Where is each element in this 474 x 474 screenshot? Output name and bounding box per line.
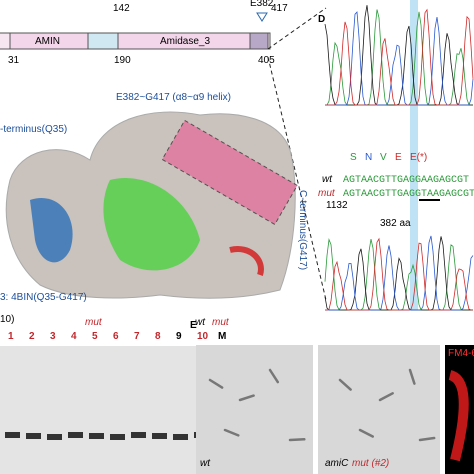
amino-acid: E bbox=[395, 152, 402, 163]
red-patch bbox=[229, 246, 264, 276]
domain-label: AMIN bbox=[35, 36, 60, 47]
gel-panel: 10) mut wt mut 1 2 3 4 5 6 7 8 9 10 M bbox=[0, 314, 232, 474]
band bbox=[47, 434, 62, 440]
image-label: FM4-6 bbox=[448, 348, 474, 359]
helix-label: E382~G417 (α8~α9 helix) bbox=[116, 92, 231, 103]
heading: 10) bbox=[0, 314, 14, 325]
linker bbox=[87, 32, 119, 50]
cell bbox=[358, 428, 374, 438]
lane-label: 9 bbox=[176, 331, 182, 342]
lane-label: 10 bbox=[197, 331, 209, 342]
band bbox=[89, 433, 104, 439]
lane-label: M bbox=[218, 331, 226, 342]
cell bbox=[408, 368, 416, 385]
green-region bbox=[103, 178, 200, 271]
amino-acid: S bbox=[350, 152, 357, 163]
trace bbox=[324, 5, 473, 106]
band bbox=[131, 432, 146, 438]
fluorescence bbox=[447, 370, 469, 462]
lane-label: 1 bbox=[8, 331, 14, 342]
band bbox=[152, 433, 167, 439]
image bbox=[196, 345, 313, 474]
terminus-label: C-terminus(G417) bbox=[297, 190, 308, 270]
microscopy: E wt amiC mut (#2) FM4-6 bbox=[190, 320, 474, 474]
band bbox=[68, 432, 83, 438]
lane-label: 7 bbox=[134, 331, 140, 342]
chromatograms bbox=[324, 5, 474, 311]
position: 405 bbox=[258, 55, 275, 66]
sequence: AGTAACGTTGAGGAAGAGCGT bbox=[343, 175, 469, 186]
lane-label: 8 bbox=[155, 331, 161, 342]
cell bbox=[338, 378, 352, 391]
position: 142 bbox=[113, 3, 130, 14]
protein-row: S N V E E(*) bbox=[350, 152, 427, 163]
cell bbox=[238, 394, 255, 402]
lane-label: 3 bbox=[50, 331, 56, 342]
zoom-lines bbox=[267, 7, 327, 301]
band bbox=[26, 433, 41, 439]
row-name: mut bbox=[318, 188, 336, 199]
lane-label: 5 bbox=[92, 331, 98, 342]
band bbox=[110, 434, 125, 440]
highlight bbox=[410, 0, 418, 310]
panel-label: E bbox=[190, 320, 197, 331]
blue-region bbox=[30, 198, 73, 263]
group: wt bbox=[195, 317, 206, 328]
sequence: AGTAACGTTGAGGTAAGAGCGT bbox=[343, 189, 474, 200]
lane-label: 4 bbox=[71, 331, 77, 342]
group: mut bbox=[212, 317, 230, 328]
row-name: wt bbox=[322, 174, 333, 185]
helix-region bbox=[249, 32, 269, 50]
cells bbox=[208, 368, 436, 442]
amino-acid: N bbox=[365, 152, 372, 163]
group: mut bbox=[85, 317, 103, 328]
sequencing: D S N V E E(*) wt mut AGTAACGTTGAGGAAGAGCGT … bbox=[318, 0, 474, 311]
helix-box bbox=[161, 119, 298, 226]
domain-label: Amidase_3 bbox=[160, 36, 210, 47]
caption: 3: 4BIN(Q35-G417) bbox=[0, 292, 87, 303]
structure: E382~G417 (α8~α9 helix) -terminus(Q35) C… bbox=[0, 92, 308, 303]
cell bbox=[288, 438, 306, 442]
lane-label: 6 bbox=[113, 331, 119, 342]
image-label: amiC bbox=[325, 458, 349, 469]
residue: 382 aa bbox=[380, 218, 411, 229]
cell bbox=[223, 428, 240, 437]
band bbox=[173, 434, 188, 440]
position: 1132 bbox=[326, 200, 348, 211]
band bbox=[5, 432, 20, 438]
cell bbox=[208, 378, 224, 389]
trace bbox=[325, 237, 473, 311]
position: 417 bbox=[271, 3, 288, 14]
panel-label: D bbox=[318, 14, 325, 25]
position: 190 bbox=[114, 55, 131, 66]
site-marker bbox=[256, 12, 268, 22]
image-label: wt bbox=[200, 458, 211, 469]
terminus-label: -terminus(Q35) bbox=[0, 124, 67, 135]
cell bbox=[418, 436, 436, 442]
domain-map: AMIN Amidase_3 31 142 190 405 417 E382 bbox=[0, 0, 327, 301]
image bbox=[318, 345, 440, 474]
amino-acid: E(*) bbox=[410, 152, 427, 163]
amino-acid: V bbox=[380, 152, 387, 163]
trace bbox=[325, 8, 474, 106]
cell bbox=[378, 392, 394, 402]
gel bbox=[0, 346, 232, 474]
site-label: E382 bbox=[250, 0, 274, 9]
cell bbox=[268, 368, 280, 384]
lane-label: 2 bbox=[29, 331, 35, 342]
position: 31 bbox=[8, 55, 20, 66]
image-label: mut (#2) bbox=[352, 458, 389, 469]
